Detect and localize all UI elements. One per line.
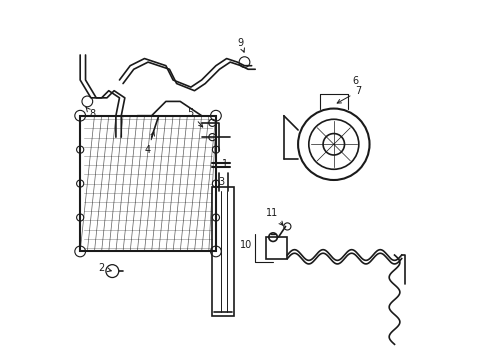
Text: 7: 7 xyxy=(337,86,361,103)
Text: 2: 2 xyxy=(98,263,111,273)
Text: 10: 10 xyxy=(240,240,252,250)
Circle shape xyxy=(106,265,119,278)
Bar xyxy=(212,187,233,316)
Bar xyxy=(80,116,216,251)
Text: 11: 11 xyxy=(265,208,283,225)
Text: 4: 4 xyxy=(144,132,154,155)
Text: 3: 3 xyxy=(218,177,224,187)
Text: 5: 5 xyxy=(187,108,203,127)
Text: 8: 8 xyxy=(86,107,95,120)
Text: 1: 1 xyxy=(222,159,227,170)
Text: 6: 6 xyxy=(351,76,358,86)
Bar xyxy=(265,237,287,258)
Text: 9: 9 xyxy=(237,38,244,52)
